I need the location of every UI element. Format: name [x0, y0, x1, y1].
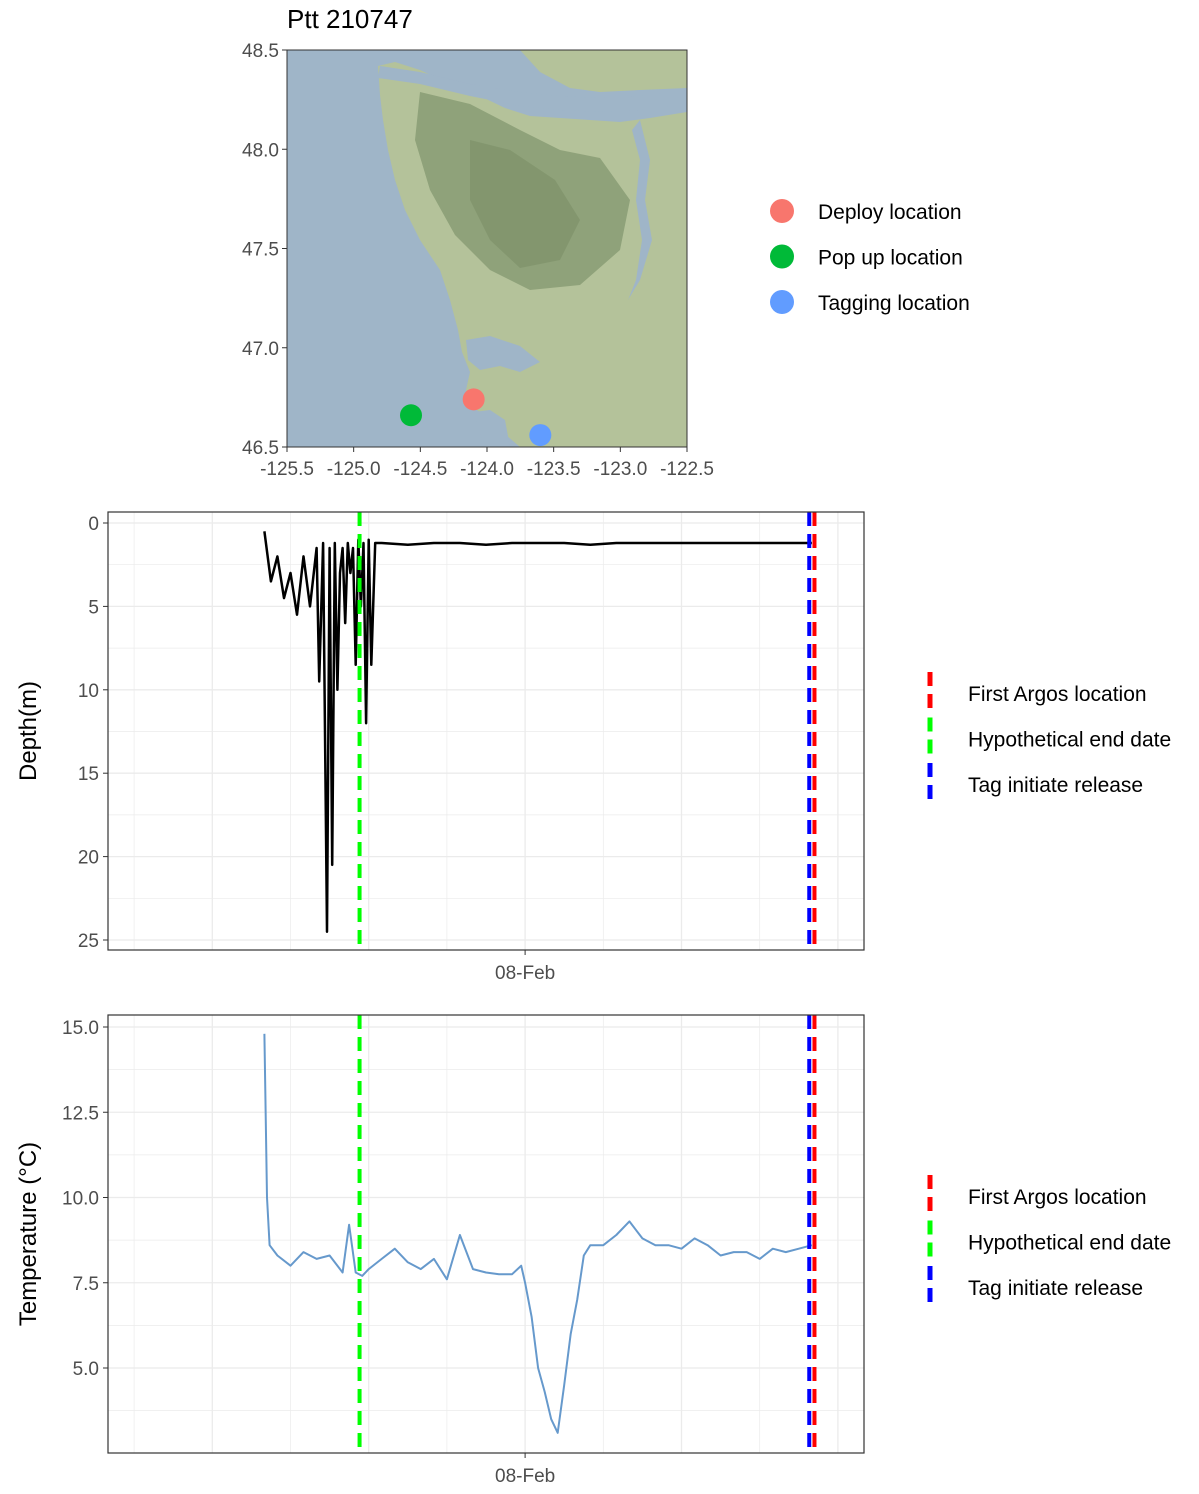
y-tick-label: 5.0: [73, 1359, 99, 1380]
map-y-axis: 46.5 47.0 47.5 48.0 48.5: [242, 41, 287, 459]
map-x-tick-label: -125.0: [327, 459, 381, 480]
temp-grid: [108, 1015, 864, 1453]
map-title: Ptt 210747: [287, 4, 413, 34]
legend-label: First Argos location: [968, 1186, 1147, 1209]
temp-plot-bg: [108, 1015, 864, 1453]
map-x-tick-label: -123.0: [593, 459, 647, 480]
map-y-tick-label: 47.5: [242, 240, 279, 261]
map-x-tick-label: -124.0: [460, 459, 514, 480]
legend-label: Tag initiate release: [968, 774, 1143, 797]
legend-point-label: Pop up location: [818, 247, 963, 270]
y-tick-label: 25: [78, 931, 99, 952]
depth-plot-bg: [108, 512, 864, 950]
strait: [378, 66, 687, 112]
legend-label: First Argos location: [968, 683, 1147, 706]
y-tick-label: 15: [78, 764, 99, 785]
map-y-tick-label: 46.5: [242, 438, 279, 459]
map-y-tick-label: 48.0: [242, 140, 279, 161]
y-tick-label: 15.0: [62, 1018, 99, 1039]
north-shore: [520, 50, 687, 92]
legend-point-label: Tagging location: [818, 292, 970, 315]
legend-label: Tag initiate release: [968, 1277, 1143, 1300]
depth-y-title: Depth(m): [15, 681, 42, 781]
depth-y-axis: 0 5 10 15 20 25: [78, 514, 108, 952]
map-points: [400, 388, 552, 447]
series-line: [263, 1033, 813, 1434]
map-legend: Deploy location Pop up location Tagging lo…: [770, 199, 970, 315]
legend-point-key: [770, 244, 794, 269]
map-x-tick-label: -125.5: [260, 459, 314, 480]
map-point: [400, 404, 422, 427]
map-y-tick-label: 48.5: [242, 41, 279, 62]
map-point: [462, 388, 485, 411]
map-background: [287, 50, 687, 447]
bay: [474, 410, 510, 447]
series-line: [263, 531, 812, 933]
map-x-tick-label: -124.5: [393, 459, 447, 480]
map-point: [529, 424, 552, 447]
temp-legend: First Argos location Hypothetical end dat…: [927, 1171, 1171, 1302]
temp-vlines: [357, 1015, 817, 1453]
legend-point-key: [770, 290, 794, 314]
depth-frame: [107, 511, 865, 951]
depth-series: [263, 531, 812, 933]
highland-ridges: [470, 140, 580, 268]
depth-legend: First Argos location Hypothetical end dat…: [927, 668, 1171, 799]
legend-label: Hypothetical end date: [968, 729, 1171, 752]
x-tick-label: 08-Feb: [495, 1466, 555, 1487]
y-tick-label: 10: [78, 681, 99, 702]
depth-panel: 0 5 10 15 20 25 08-Feb Depth(m) First Argos l…: [15, 511, 1171, 984]
depth-vlines: [357, 512, 817, 950]
map-x-axis: -125.5 -125.0 -124.5 -124.0 -123.5 -123.0 -122…: [260, 447, 714, 480]
sound: [628, 120, 652, 300]
map-x-tick-label: -123.5: [527, 459, 581, 480]
map-x-tick-label: -122.5: [660, 459, 714, 480]
legend-point-key: [770, 199, 794, 223]
map-panel: Ptt 210747 46.547.047.548.048.5 -125.5 -1…: [242, 4, 970, 480]
depth-x-axis: 08-Feb: [495, 950, 555, 984]
temp-y-axis: 5.0 7.5 10.0 12.5 15.0: [62, 1018, 108, 1380]
temp-frame: [107, 1014, 865, 1454]
y-tick-label: 7.5: [73, 1274, 99, 1295]
y-tick-label: 12.5: [62, 1103, 99, 1124]
legend-point-label: Deploy location: [818, 201, 962, 224]
harbor: [466, 336, 540, 372]
y-tick-label: 0: [88, 514, 99, 535]
y-tick-label: 10.0: [62, 1189, 99, 1210]
depth-grid: [108, 512, 864, 950]
temp-x-axis: 08-Feb: [495, 1453, 555, 1487]
y-tick-label: 5: [88, 597, 99, 618]
map-y-tick-label: 47.0: [242, 339, 279, 360]
temp-series: [263, 1033, 813, 1434]
temp-y-title: Temperature (°C): [15, 1142, 42, 1326]
x-tick-label: 08-Feb: [495, 963, 555, 984]
y-tick-label: 20: [78, 848, 99, 869]
temperature-panel: 5.0 7.5 10.0 12.5 15.0 08-Feb Temperature (°…: [15, 1014, 1171, 1487]
legend-label: Hypothetical end date: [968, 1232, 1171, 1255]
